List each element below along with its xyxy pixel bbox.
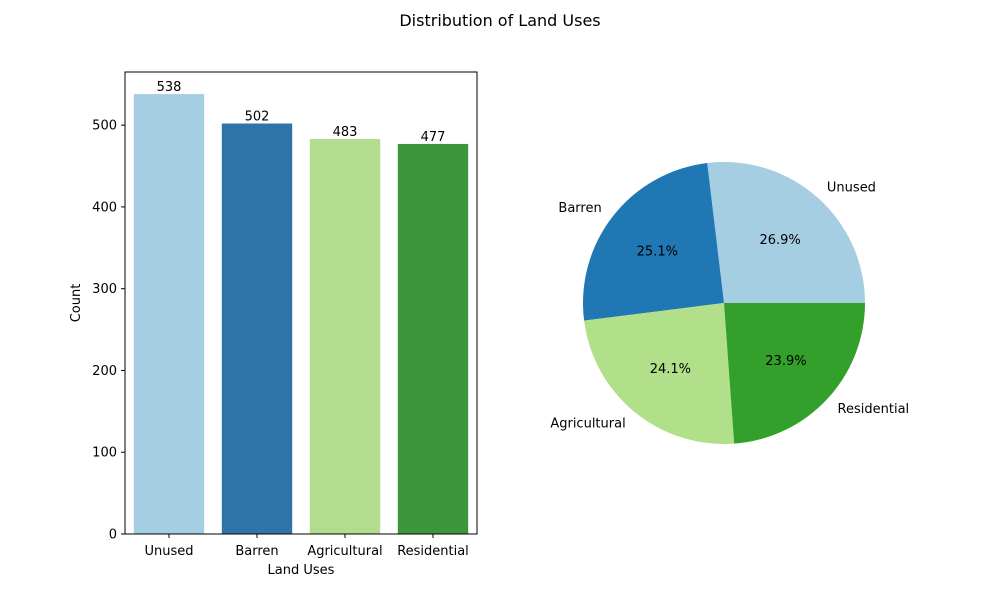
- pie-percent-label: 26.9%: [759, 233, 800, 248]
- x-axis-label: Land Uses: [268, 563, 335, 578]
- x-tick-label: Residential: [397, 544, 469, 559]
- pie-slice-unused: [707, 161, 865, 303]
- x-tick-label: Agricultural: [307, 544, 382, 559]
- x-axis-ticks: Unused Barren Agricultural Residential: [144, 534, 469, 559]
- pie-percent-label: 25.1%: [637, 244, 678, 259]
- bar-value-label: 483: [333, 125, 358, 140]
- y-tick-label: 100: [92, 446, 117, 461]
- pie-label: Unused: [827, 180, 876, 195]
- y-axis-ticks: 0 100 200 300 400 500: [92, 119, 125, 543]
- x-tick-label: Unused: [144, 544, 193, 559]
- y-tick-label: 300: [92, 282, 117, 297]
- pie-slice-residential: [724, 303, 866, 444]
- pie-percent-label: 24.1%: [650, 362, 691, 377]
- bar-axes-frame: [124, 71, 478, 535]
- bar-chart: 538 502 483 477 0 100 200 300 400 500 Unused Barr…: [69, 71, 478, 578]
- bar-value-label: 477: [421, 130, 446, 145]
- y-axis-label: Count: [69, 284, 84, 323]
- bar-data-labels: 538 502 483 477: [157, 80, 446, 145]
- pie-wedges: [582, 161, 866, 444]
- pie-slice-barren: [582, 163, 724, 321]
- bar-residential: [397, 143, 469, 534]
- pie-label: Agricultural: [550, 416, 625, 431]
- bar-agricultural: [309, 139, 381, 534]
- bar-barren: [221, 123, 293, 534]
- pie-label: Barren: [558, 201, 601, 216]
- bar-value-label: 502: [245, 110, 270, 125]
- bar-marks: [133, 94, 469, 534]
- pie-label: Residential: [838, 402, 910, 417]
- pie-labels: Unused Barren Agricultural Residential: [550, 180, 909, 431]
- pie-percent-labels: 26.9% 25.1% 24.1% 23.9%: [637, 233, 807, 377]
- pie-chart: Unused Barren Agricultural Residential 26.9…: [550, 161, 909, 444]
- y-tick-label: 500: [92, 119, 117, 134]
- y-tick-label: 0: [109, 528, 117, 543]
- pie-slice-agricultural: [584, 303, 735, 444]
- y-tick-label: 400: [92, 200, 117, 215]
- bar-value-label: 538: [157, 80, 182, 95]
- figure-title: Distribution of Land Uses: [399, 11, 600, 30]
- bar-unused: [133, 94, 205, 534]
- y-tick-label: 200: [92, 364, 117, 379]
- pie-percent-label: 23.9%: [765, 354, 806, 369]
- x-tick-label: Barren: [235, 544, 278, 559]
